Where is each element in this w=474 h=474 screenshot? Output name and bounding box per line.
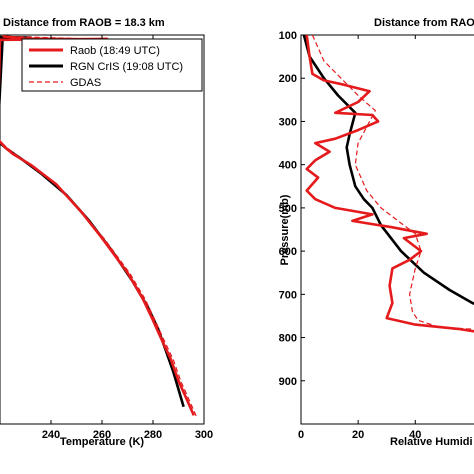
right-plot-area xyxy=(300,34,474,425)
left-x-tick-label: 280 xyxy=(144,429,162,441)
right-y-tick-label: 200 xyxy=(279,73,297,85)
right-chart-title: Distance from RAOB xyxy=(374,17,474,29)
left-x-tick-label: 260 xyxy=(93,429,111,441)
right-axes-frame xyxy=(300,34,474,425)
legend: Raob (18:49 UTC) RGN CrIS (19:08 UTC) GD… xyxy=(21,38,203,92)
left-x-tick-label: 300 xyxy=(195,429,213,441)
right-y-tick-label: 800 xyxy=(279,333,297,345)
right-x-tick-label: 40 xyxy=(409,429,421,441)
left-series-line-gdas xyxy=(0,35,197,417)
right-y-axis-label: Pressure(mb) xyxy=(279,194,291,265)
right-y-tick-label: 700 xyxy=(279,289,297,301)
legend-entry-raob: Raob (18:49 UTC) xyxy=(70,45,160,57)
left-x-tick-label: 240 xyxy=(42,429,60,441)
right-y-tick-label: 400 xyxy=(279,160,297,172)
legend-entry-gdas: GDAS xyxy=(70,77,101,89)
left-plot-area xyxy=(0,34,205,425)
right-series-line-raob xyxy=(305,35,474,333)
left-chart-title: Distance from RAOB = 18.3 km xyxy=(3,17,165,29)
right-x-axis-label: Relative Humidi xyxy=(390,436,473,448)
right-y-tick-label: 100 xyxy=(279,30,297,42)
right-y-tick-label: 900 xyxy=(279,376,297,388)
right-x-tick-label: 20 xyxy=(352,429,364,441)
legend-entry-cris: RGN CrIS (19:08 UTC) xyxy=(70,61,183,73)
right-series-line-cris xyxy=(302,35,474,305)
left-x-axis-label: Temperature (K) xyxy=(60,436,144,448)
right-y-tick-label: 500 xyxy=(279,203,297,215)
right-y-tick-label: 300 xyxy=(279,116,297,128)
right-x-tick-label: 0 xyxy=(298,429,304,441)
right-y-tick-label: 600 xyxy=(279,246,297,258)
